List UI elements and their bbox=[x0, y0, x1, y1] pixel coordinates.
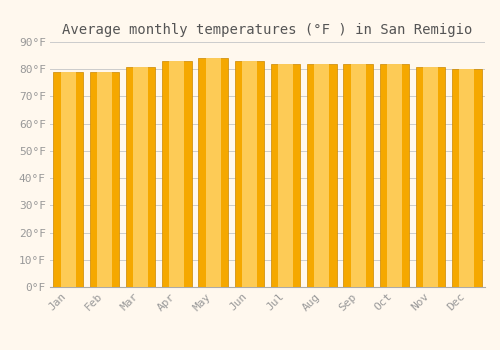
Bar bbox=[344, 64, 373, 287]
Bar bbox=[423, 66, 438, 287]
Bar bbox=[162, 61, 192, 287]
Bar bbox=[307, 64, 336, 287]
Bar bbox=[97, 72, 112, 287]
Bar bbox=[314, 64, 330, 287]
Bar bbox=[234, 61, 264, 287]
Bar bbox=[242, 61, 257, 287]
Bar bbox=[170, 61, 184, 287]
Bar bbox=[90, 72, 119, 287]
Bar bbox=[54, 72, 83, 287]
Bar bbox=[206, 58, 220, 287]
Bar bbox=[387, 64, 402, 287]
Bar bbox=[126, 66, 156, 287]
Bar bbox=[198, 58, 228, 287]
Bar bbox=[452, 69, 482, 287]
Bar bbox=[60, 72, 76, 287]
Bar bbox=[133, 66, 148, 287]
Bar bbox=[460, 69, 474, 287]
Bar bbox=[271, 64, 300, 287]
Bar bbox=[278, 64, 293, 287]
Bar bbox=[380, 64, 409, 287]
Bar bbox=[416, 66, 446, 287]
Bar bbox=[350, 64, 366, 287]
Title: Average monthly temperatures (°F ) in San Remigio: Average monthly temperatures (°F ) in Sa… bbox=[62, 23, 472, 37]
